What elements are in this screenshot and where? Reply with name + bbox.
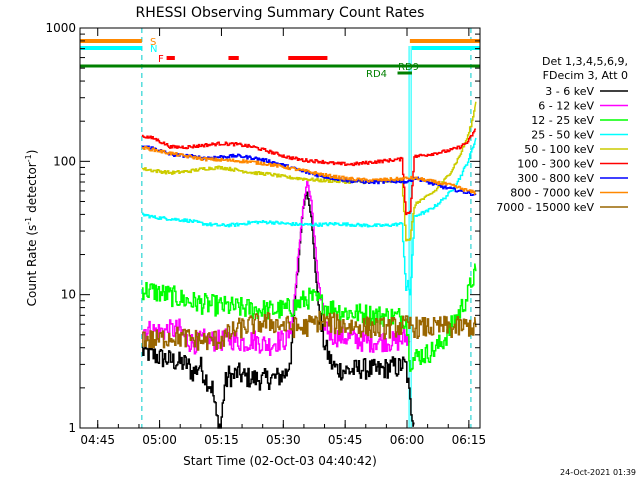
flag-label-s: S bbox=[150, 37, 156, 48]
legend-label-12-25-kev: 12 - 25 keV bbox=[531, 114, 594, 127]
legend-label-300-800-kev: 300 - 800 keV bbox=[517, 172, 594, 185]
y-tick-label-1: 1 bbox=[68, 421, 76, 435]
legend-label-800-7000-kev: 800 - 7000 keV bbox=[510, 187, 594, 200]
series-line-7000-15000-kev bbox=[141, 310, 477, 351]
axis-ticks: 04:45 05:00 05:15 05:30 05:45 06:00 06:15 1 10 10… bbox=[45, 21, 486, 447]
series-line-25-50-kev bbox=[141, 137, 477, 296]
legend-label-7000-15000-kev: 7000 - 15000 keV bbox=[496, 201, 594, 214]
series-line-12-25-kev bbox=[141, 263, 477, 372]
flag-label-rd9: RD9 bbox=[398, 62, 419, 73]
status-flags: SNF RD9 RD4 bbox=[80, 37, 480, 80]
legend-label-6-12-kev: 6 - 12 keV bbox=[538, 100, 594, 113]
series-line-100-300-kev bbox=[141, 128, 477, 216]
flag-label-f: F bbox=[158, 54, 164, 65]
x-tick-label-2: 05:00 bbox=[142, 433, 177, 447]
legend-header-2: FDecim 3, Att 0 bbox=[543, 69, 628, 82]
legend-header-1: Det 1,3,4,5,6,9, bbox=[542, 55, 628, 68]
x-tick-label-4: 05:30 bbox=[266, 433, 301, 447]
y-tick-label-4: 1000 bbox=[45, 21, 76, 35]
flag-label-rd4: RD4 bbox=[366, 69, 387, 80]
plot-frame bbox=[79, 27, 481, 429]
legend-label-50-100-kev: 50 - 100 keV bbox=[524, 143, 594, 156]
legend-label-25-50-kev: 25 - 50 keV bbox=[531, 129, 594, 142]
series-lines bbox=[141, 28, 477, 429]
y-axis-label: Count Rate (s-1 detector-1) bbox=[24, 150, 39, 307]
y-axis-label-mid: detector bbox=[25, 162, 39, 217]
x-tick-label-5: 05:45 bbox=[328, 433, 363, 447]
flag-label-n: N bbox=[150, 44, 157, 55]
series-line-3-6-kev bbox=[141, 191, 415, 429]
legend-label-3-6-kev: 3 - 6 keV bbox=[545, 85, 594, 98]
y-axis-label-sup-2: -1 bbox=[24, 154, 33, 162]
y-tick-label-2: 10 bbox=[61, 288, 76, 302]
series-line-50-100-kev bbox=[141, 101, 477, 242]
series-line-800-7000-kev bbox=[141, 145, 477, 196]
y-axis-label-sup-1: -1 bbox=[24, 217, 33, 225]
x-axis-label: Start Time (02-Oct-03 04:40:42) bbox=[183, 454, 377, 468]
footer-timestamp: 24-Oct-2021 01:39 bbox=[560, 468, 636, 477]
y-axis-label-suffix: ) bbox=[25, 150, 39, 155]
chart-title: RHESSI Observing Summary Count Rates bbox=[136, 5, 425, 21]
y-tick-label-3: 100 bbox=[53, 154, 76, 168]
x-tick-label-3: 05:15 bbox=[204, 433, 239, 447]
x-tick-label-6: 06:00 bbox=[390, 433, 425, 447]
y-axis-label-prefix: Count Rate (s bbox=[25, 225, 39, 307]
x-tick-label-7: 06:15 bbox=[452, 433, 487, 447]
legend-label-100-300-kev: 100 - 300 keV bbox=[517, 158, 594, 171]
x-tick-label-1: 04:45 bbox=[80, 433, 115, 447]
